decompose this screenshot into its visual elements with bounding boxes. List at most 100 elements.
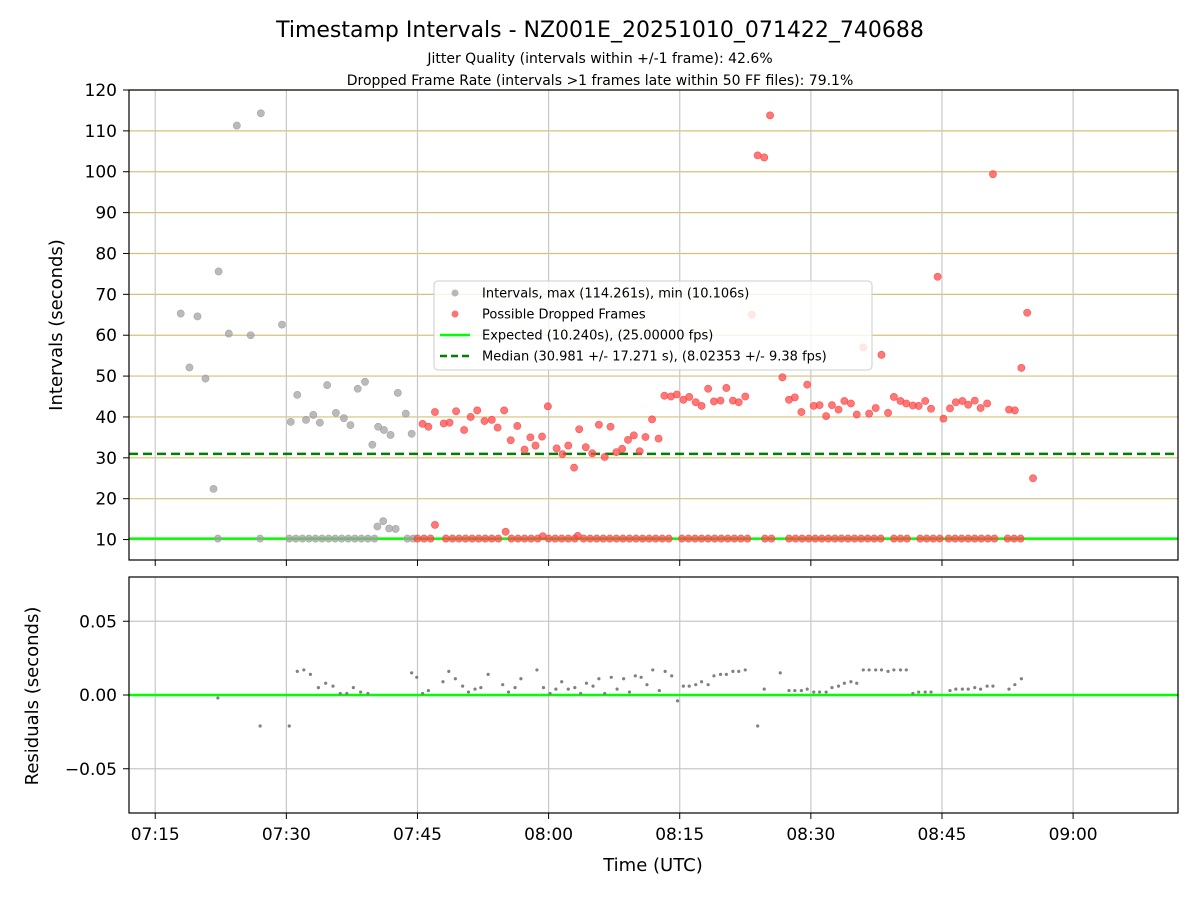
residual-point [295, 669, 299, 674]
data-point [902, 399, 911, 408]
residual-point [923, 690, 927, 694]
data-point [716, 396, 725, 405]
data-point [852, 410, 861, 419]
data-point [401, 409, 410, 418]
residual-point [824, 690, 828, 694]
data-point [533, 534, 542, 543]
data-point [743, 534, 752, 543]
residual-point [718, 672, 723, 676]
data-point [599, 534, 608, 543]
residual-point [584, 681, 589, 685]
data-point [551, 534, 560, 543]
data-point [737, 534, 745, 543]
y-tick-label: −0.05 [65, 760, 117, 780]
data-point [346, 421, 355, 430]
data-point [1010, 406, 1019, 415]
data-point [579, 534, 588, 543]
residual-point [892, 668, 896, 672]
data-point [678, 534, 686, 543]
residual-point [645, 683, 649, 687]
residual-point [978, 687, 983, 691]
data-point [278, 320, 286, 329]
residual-point [762, 687, 766, 691]
residual-point [966, 687, 970, 691]
legend-marker [451, 289, 459, 297]
data-point [605, 534, 614, 543]
data-point [767, 534, 776, 543]
data-point [828, 401, 836, 410]
residual-point [830, 686, 834, 690]
residual-point [415, 675, 419, 679]
data-point [684, 534, 693, 543]
x-tick-label: 07:15 [131, 825, 180, 845]
data-point [357, 534, 366, 543]
data-point [970, 534, 979, 543]
y-tick-label: 10 [95, 531, 117, 551]
data-point [638, 534, 647, 543]
data-point [983, 534, 992, 543]
data-point [256, 109, 265, 118]
data-point [305, 534, 313, 543]
chart-title: Timestamp Intervals - NZ001E_20251010_07… [275, 18, 924, 43]
data-point [331, 408, 340, 417]
residual-point [855, 681, 859, 685]
data-point [1016, 534, 1025, 543]
legend-marker [451, 310, 459, 318]
data-point [797, 408, 806, 416]
data-point [935, 534, 944, 543]
data-point [350, 534, 359, 543]
data-point [896, 534, 905, 543]
residual-point [1019, 677, 1023, 681]
residual-point [461, 684, 465, 688]
data-point [723, 534, 732, 543]
data-point [847, 399, 855, 408]
data-point [753, 151, 762, 160]
data-point [455, 534, 463, 543]
data-point [448, 534, 457, 543]
data-point [939, 414, 948, 423]
data-point [830, 534, 839, 543]
data-point [552, 444, 561, 453]
data-point [315, 418, 324, 427]
data-point [460, 426, 468, 434]
data-point [594, 420, 603, 429]
chart-subtitle-dropped: Dropped Frame Rate (intervals >1 frames … [347, 73, 854, 89]
data-point [493, 423, 502, 432]
data-point [927, 404, 935, 413]
residual-point [591, 684, 595, 688]
data-point [889, 393, 898, 401]
data-point [513, 422, 522, 430]
data-point [514, 534, 522, 543]
y-tick-label: 50 [95, 367, 117, 387]
data-point [664, 534, 673, 543]
residual-point [799, 688, 803, 693]
data-point [612, 448, 621, 457]
data-point [817, 534, 826, 543]
data-point [285, 534, 294, 543]
data-point [658, 534, 667, 543]
data-point [176, 309, 185, 318]
residual-point [687, 684, 691, 688]
data-point [722, 384, 731, 392]
data-point [466, 413, 475, 421]
data-point [837, 534, 846, 543]
residual-point [410, 671, 414, 675]
residual-point [706, 683, 710, 687]
residual-point [566, 687, 570, 691]
y-tick-label: 70 [95, 285, 117, 305]
residual-point [519, 677, 523, 681]
data-point [473, 406, 482, 415]
data-point [871, 404, 880, 412]
legend: Intervals, max (114.261s), min (10.106s)… [433, 280, 873, 371]
data-point [834, 405, 843, 414]
residual-point [670, 674, 674, 678]
data-point [544, 534, 553, 543]
data-point [353, 384, 362, 393]
data-point [481, 534, 490, 543]
data-point [822, 412, 831, 421]
data-point [811, 534, 820, 543]
residual-point [554, 687, 558, 691]
data-point [570, 534, 579, 543]
data-point [629, 431, 638, 440]
